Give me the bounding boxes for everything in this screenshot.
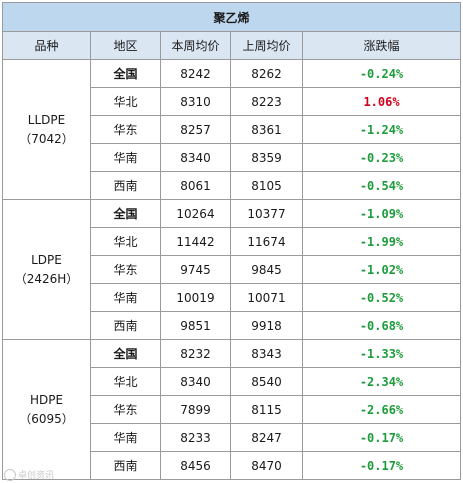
variety-name: LLDPE <box>27 112 66 127</box>
this-week-price-cell: 8242 <box>160 59 231 88</box>
region-cell: 华北 <box>90 87 161 116</box>
this-week-price-cell: 8061 <box>160 171 231 200</box>
table-title: 聚乙烯 <box>2 2 461 32</box>
region-cell: 西南 <box>90 451 161 480</box>
variety-cell: LDPE （2426H） <box>2 199 91 340</box>
change-cell: -1.33% <box>302 339 461 368</box>
region-cell: 华东 <box>90 115 161 144</box>
change-cell: -1.24% <box>302 115 461 144</box>
change-cell: -0.54% <box>302 171 461 200</box>
change-cell: -0.52% <box>302 283 461 312</box>
region-cell: 华北 <box>90 367 161 396</box>
variety-name: HDPE <box>29 392 64 407</box>
last-week-price-cell: 8247 <box>230 423 303 452</box>
table-row: 华东 8257 8361 -1.24% <box>3 115 461 144</box>
table-row: 华南 10019 10071 -0.52% <box>3 283 461 312</box>
change-cell: -0.23% <box>302 143 461 172</box>
table-row: 西南 8456 8470 -0.17% <box>3 451 461 480</box>
header-variety: 品种 <box>2 31 91 60</box>
last-week-price-cell: 8105 <box>230 171 303 200</box>
last-week-price-cell: 8115 <box>230 395 303 424</box>
table-row: LLDPE （7042） 全国 8242 8262 -0.24% <box>2 59 461 200</box>
table-row: 华东 9745 9845 -1.02% <box>3 255 461 284</box>
change-cell: 1.06% <box>302 87 461 116</box>
last-week-price-cell: 11674 <box>230 227 303 256</box>
region-cell: 西南 <box>90 171 161 200</box>
table-row: LDPE （2426H） 全国 10264 10377 -1.09% <box>2 199 461 340</box>
this-week-price-cell: 8233 <box>160 423 231 452</box>
this-week-price-cell: 9745 <box>160 255 231 284</box>
region-cell: 华东 <box>90 255 161 284</box>
last-week-price-cell: 8540 <box>230 367 303 396</box>
region-cell: 华南 <box>90 143 161 172</box>
table-row: 西南 9851 9918 -0.68% <box>3 311 461 340</box>
last-week-price-cell: 10071 <box>230 283 303 312</box>
last-week-price-cell: 8359 <box>230 143 303 172</box>
header-change: 涨跌幅 <box>302 31 461 60</box>
variety-code: （7042） <box>19 131 74 146</box>
last-week-price-cell: 8361 <box>230 115 303 144</box>
table-row: 华北 11442 11674 -1.99% <box>3 227 461 256</box>
region-cell: 全国 <box>90 339 161 368</box>
variety-code: （2426H） <box>14 271 79 286</box>
change-cell: -0.68% <box>302 311 461 340</box>
this-week-price-cell: 7899 <box>160 395 231 424</box>
change-cell: -1.02% <box>302 255 461 284</box>
last-week-price-cell: 9918 <box>230 311 303 340</box>
change-cell: -2.66% <box>302 395 461 424</box>
last-week-price-cell: 8262 <box>230 59 303 88</box>
region-cell: 全国 <box>90 199 161 228</box>
region-cell: 华南 <box>90 423 161 452</box>
weibo-logo-icon <box>4 469 16 481</box>
last-week-price-cell: 8343 <box>230 339 303 368</box>
watermark-text: 卓创资讯 <box>18 470 55 481</box>
change-cell: -1.09% <box>302 199 461 228</box>
table-row: HDPE （6095） 全国 8232 8343 -1.33% <box>2 339 461 480</box>
this-week-price-cell: 10019 <box>160 283 231 312</box>
this-week-price-cell: 8232 <box>160 339 231 368</box>
this-week-price-cell: 9851 <box>160 311 231 340</box>
variety-code: （6095） <box>19 411 74 426</box>
variety-name: LDPE <box>31 252 62 267</box>
change-cell: -2.34% <box>302 367 461 396</box>
this-week-price-cell: 10264 <box>160 199 231 228</box>
variety-cell: LLDPE （7042） <box>2 59 91 200</box>
change-cell: -0.24% <box>302 59 461 88</box>
table-row: 华北 8310 8223 1.06% <box>3 87 461 116</box>
region-cell: 全国 <box>90 59 161 88</box>
last-week-price-cell: 8470 <box>230 451 303 480</box>
this-week-price-cell: 8340 <box>160 143 231 172</box>
this-week-price-cell: 8340 <box>160 367 231 396</box>
last-week-price-cell: 9845 <box>230 255 303 284</box>
change-cell: -0.17% <box>302 451 461 480</box>
region-cell: 华南 <box>90 283 161 312</box>
this-week-price-cell: 8310 <box>160 87 231 116</box>
region-cell: 华东 <box>90 395 161 424</box>
change-cell: -0.17% <box>302 423 461 452</box>
header-last-week-avg: 上周均价 <box>230 31 303 60</box>
header-this-week-avg: 本周均价 <box>160 31 231 60</box>
region-cell: 华北 <box>90 227 161 256</box>
variety-cell: HDPE （6095） <box>2 339 91 480</box>
last-week-price-cell: 10377 <box>230 199 303 228</box>
last-week-price-cell: 8223 <box>230 87 303 116</box>
this-week-price-cell: 8456 <box>160 451 231 480</box>
this-week-price-cell: 8257 <box>160 115 231 144</box>
header-region: 地区 <box>90 31 161 60</box>
table-row: 华南 8233 8247 -0.17% <box>3 423 461 452</box>
table-row: 华南 8340 8359 -0.23% <box>3 143 461 172</box>
this-week-price-cell: 11442 <box>160 227 231 256</box>
region-cell: 西南 <box>90 311 161 340</box>
table-row: 西南 8061 8105 -0.54% <box>3 171 461 200</box>
change-cell: -1.99% <box>302 227 461 256</box>
watermark: 卓创资讯 <box>4 468 55 481</box>
